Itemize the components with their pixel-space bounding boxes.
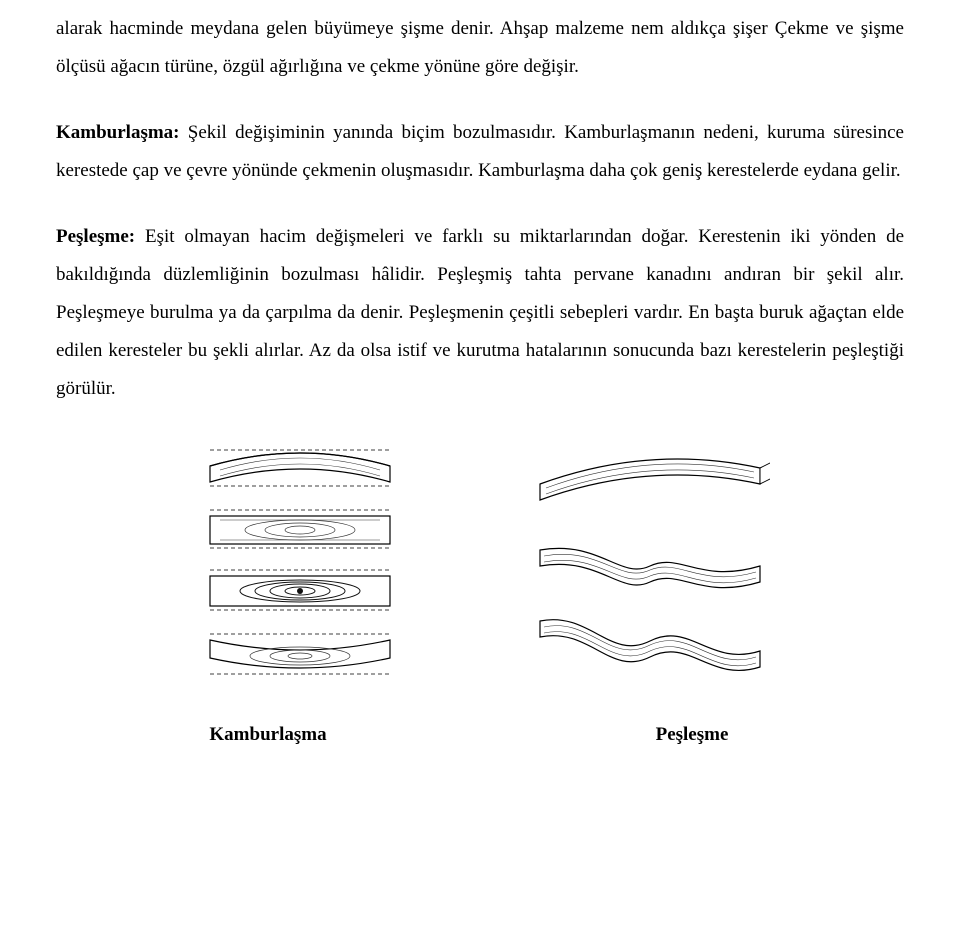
paragraph-2-text: Şekil değişiminin yanında biçim bozulmas…	[56, 122, 904, 181]
figure-captions: Kamburlaşma Peşleşme	[56, 716, 904, 754]
figures-region: Kamburlaşma Peşleşme	[56, 436, 904, 754]
figure-peslesme	[530, 436, 770, 676]
document-page: alarak hacminde meydana gelen büyümeye ş…	[0, 0, 960, 794]
term-kamburlasma: Kamburlaşma:	[56, 122, 180, 143]
figure-kamburlasma	[190, 436, 410, 676]
paragraph-2: Kamburlaşma: Şekil değişiminin yanında b…	[56, 114, 904, 190]
paragraph-3: Peşleşme: Eşit olmayan hacim değişmeleri…	[56, 218, 904, 408]
term-peslesme: Peşleşme:	[56, 226, 135, 247]
paragraph-1: alarak hacminde meydana gelen büyümeye ş…	[56, 10, 904, 86]
paragraph-3-text: Eşit olmayan hacim değişmeleri ve farklı…	[56, 226, 904, 399]
caption-peslesme: Peşleşme	[480, 716, 904, 754]
caption-kamburlasma: Kamburlaşma	[56, 716, 480, 754]
paragraph-1-text: alarak hacminde meydana gelen büyümeye ş…	[56, 18, 904, 77]
figures-row	[56, 436, 904, 676]
